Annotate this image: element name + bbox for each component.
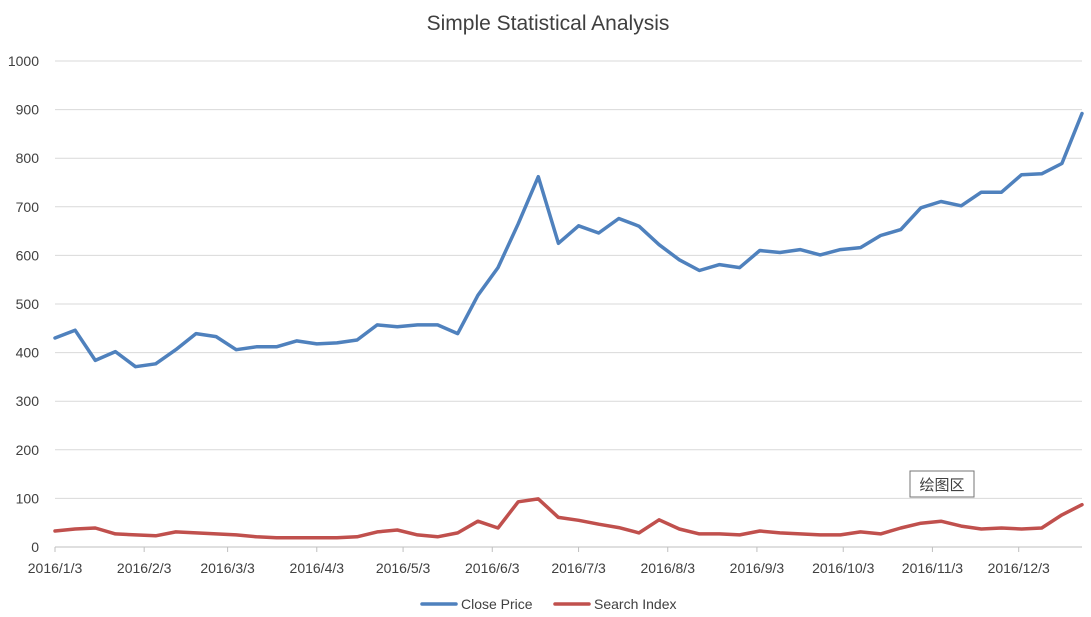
chart-title: Simple Statistical Analysis	[427, 12, 670, 35]
y-tick-label: 200	[16, 442, 40, 458]
plot-area-tooltip: 绘图区	[909, 470, 975, 498]
series-line-close-price	[53, 111, 1084, 369]
y-tick-label: 800	[16, 150, 40, 166]
legend-label: Search Index	[594, 596, 677, 612]
x-tick-label: 2016/10/3	[812, 560, 874, 576]
x-tick-label: 2016/1/3	[28, 560, 83, 576]
legend: Close Price Search Index	[420, 596, 677, 612]
x-tick-label: 2016/8/3	[640, 560, 695, 576]
y-tick-label: 400	[16, 345, 40, 361]
y-tick-label: 1000	[8, 53, 39, 69]
x-tick-label: 2016/5/3	[376, 560, 431, 576]
series-lines	[53, 111, 1084, 540]
gridlines	[55, 60, 1082, 548]
series-line-search-index	[53, 497, 1084, 540]
x-tick-label: 2016/2/3	[117, 560, 172, 576]
y-tick-label: 600	[16, 247, 40, 263]
y-tick-label: 0	[31, 539, 39, 555]
y-tick-label: 700	[16, 199, 40, 215]
y-tick-label: 300	[16, 393, 40, 409]
tooltip-box	[909, 470, 975, 498]
y-tick-label: 900	[16, 102, 40, 118]
legend-label: Close Price	[461, 596, 533, 612]
x-tick-label: 2016/12/3	[988, 560, 1050, 576]
tooltip-label: 绘图区	[919, 477, 964, 494]
x-tick-label: 2016/9/3	[730, 560, 785, 576]
x-axis-ticks: 2016/1/3 2016/2/3 2016/3/3 2016/4/3 2016/5/3…	[28, 547, 1050, 576]
x-tick-label: 2016/6/3	[465, 560, 520, 576]
y-tick-label: 500	[16, 296, 40, 312]
x-tick-label: 2016/4/3	[290, 560, 345, 576]
x-tick-label: 2016/7/3	[551, 560, 606, 576]
x-tick-label: 2016/3/3	[200, 560, 255, 576]
y-axis-ticks: 0 100 200 300 400 500 600 700 800 900 1000	[8, 53, 39, 555]
y-tick-label: 100	[16, 490, 40, 506]
x-tick-label: 2016/11/3	[902, 560, 963, 576]
